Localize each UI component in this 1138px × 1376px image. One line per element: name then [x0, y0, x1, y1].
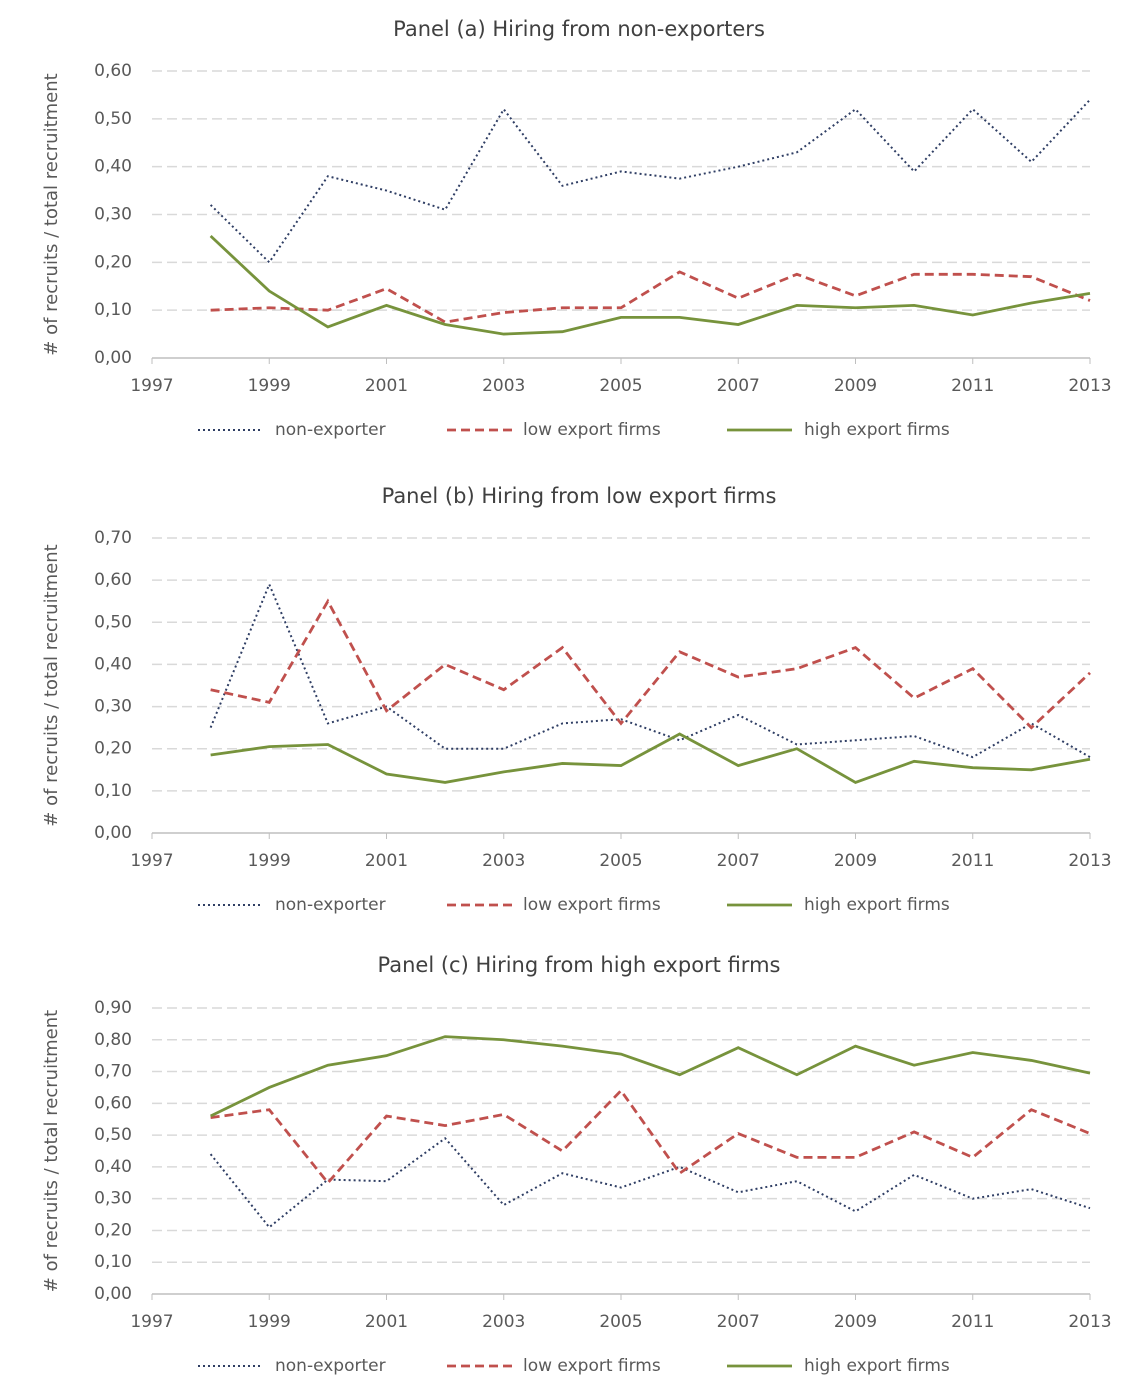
legend-label: non-exporter [275, 420, 386, 440]
series-line [210, 1035, 1091, 1118]
x-tick-label: 2009 [834, 851, 877, 871]
y-tick-label: 0,10 [94, 300, 132, 320]
y-tick-label: 0,90 [94, 998, 132, 1018]
x-tick-label: 2013 [1068, 851, 1111, 871]
y-tick-label: 0,70 [94, 528, 132, 548]
y-tick-label: 0,40 [94, 654, 132, 674]
x-tick-label: 2005 [599, 1312, 642, 1332]
x-tick-label: 1999 [248, 376, 291, 396]
x-tick-label: 2003 [482, 1312, 525, 1332]
y-tick-label: 0,00 [94, 1284, 132, 1304]
y-tick-label: 0,40 [94, 157, 132, 177]
legend-label: high export firms [804, 895, 950, 915]
y-tick-label: 0,40 [94, 1157, 132, 1177]
x-tick-label: 2001 [365, 851, 408, 871]
series-line [209, 581, 1091, 759]
panel: Panel (a) Hiring from non-exporters # of … [41, 17, 1112, 440]
y-tick-label: 0,50 [94, 1125, 132, 1145]
x-tick-label: 2013 [1068, 1312, 1111, 1332]
legend-label: low export firms [523, 895, 661, 915]
y-axis-label: # of recruits / total recruitment [41, 1010, 62, 1292]
y-tick-label: 0,60 [94, 570, 132, 590]
series-line [210, 270, 1091, 324]
y-tick-label: 0,00 [94, 823, 132, 843]
x-tick-label: 2011 [951, 851, 994, 871]
x-tick-label: 2001 [365, 1312, 408, 1332]
series-line [209, 235, 1091, 336]
y-tick-label: 0,10 [94, 1252, 132, 1272]
x-tick-label: 1997 [130, 1312, 173, 1332]
legend-label: high export firms [804, 420, 950, 440]
y-axis-label: # of recruits / total recruitment [41, 73, 62, 355]
y-tick-label: 0,70 [94, 1062, 132, 1082]
y-tick-label: 0,30 [94, 205, 132, 225]
legend-label: high export firms [804, 1356, 950, 1376]
legend-label: non-exporter [275, 1356, 386, 1376]
y-axis-label: # of recruits / total recruitment [41, 544, 62, 826]
x-tick-label: 2005 [599, 376, 642, 396]
panel: Panel (c) Hiring from high export firms #… [41, 953, 1112, 1376]
y-tick-label: 0,10 [94, 781, 132, 801]
x-tick-label: 1997 [130, 851, 173, 871]
y-tick-label: 0,30 [94, 1189, 132, 1209]
x-tick-label: 1999 [248, 1312, 291, 1332]
series-line [209, 99, 1091, 264]
series-line [210, 598, 1091, 730]
y-tick-label: 0,60 [94, 1093, 132, 1113]
x-tick-label: 2003 [482, 376, 525, 396]
x-tick-label: 2011 [951, 376, 994, 396]
x-tick-label: 1999 [248, 851, 291, 871]
x-tick-label: 1997 [130, 376, 173, 396]
x-tick-label: 2005 [599, 851, 642, 871]
x-tick-label: 2003 [482, 851, 525, 871]
y-tick-label: 0,00 [94, 348, 132, 368]
x-tick-label: 2009 [834, 376, 877, 396]
y-tick-label: 0,60 [94, 61, 132, 81]
y-tick-label: 0,30 [94, 697, 132, 717]
x-tick-label: 2001 [365, 376, 408, 396]
y-tick-label: 0,20 [94, 252, 132, 272]
panel-title: Panel (a) Hiring from non-exporters [393, 17, 765, 41]
series-line [210, 1088, 1091, 1185]
x-tick-label: 2007 [717, 851, 760, 871]
legend-label: non-exporter [275, 895, 386, 915]
legend-label: low export firms [523, 420, 661, 440]
y-tick-label: 0,20 [94, 1220, 132, 1240]
x-tick-label: 2007 [717, 376, 760, 396]
x-tick-label: 2013 [1068, 376, 1111, 396]
x-tick-label: 2011 [951, 1312, 994, 1332]
y-tick-label: 0,50 [94, 109, 132, 129]
series-line [210, 732, 1091, 784]
panel-title: Panel (c) Hiring from high export firms [378, 953, 781, 977]
x-tick-label: 2009 [834, 1312, 877, 1332]
y-tick-label: 0,80 [94, 1030, 132, 1050]
y-tick-label: 0,20 [94, 739, 132, 759]
x-tick-label: 2007 [717, 1312, 760, 1332]
y-tick-label: 0,50 [94, 612, 132, 632]
series-line [209, 1136, 1091, 1229]
panel-title: Panel (b) Hiring from low export firms [382, 484, 777, 508]
legend-label: low export firms [523, 1356, 661, 1376]
panel: Panel (b) Hiring from low export firms # … [41, 484, 1112, 915]
